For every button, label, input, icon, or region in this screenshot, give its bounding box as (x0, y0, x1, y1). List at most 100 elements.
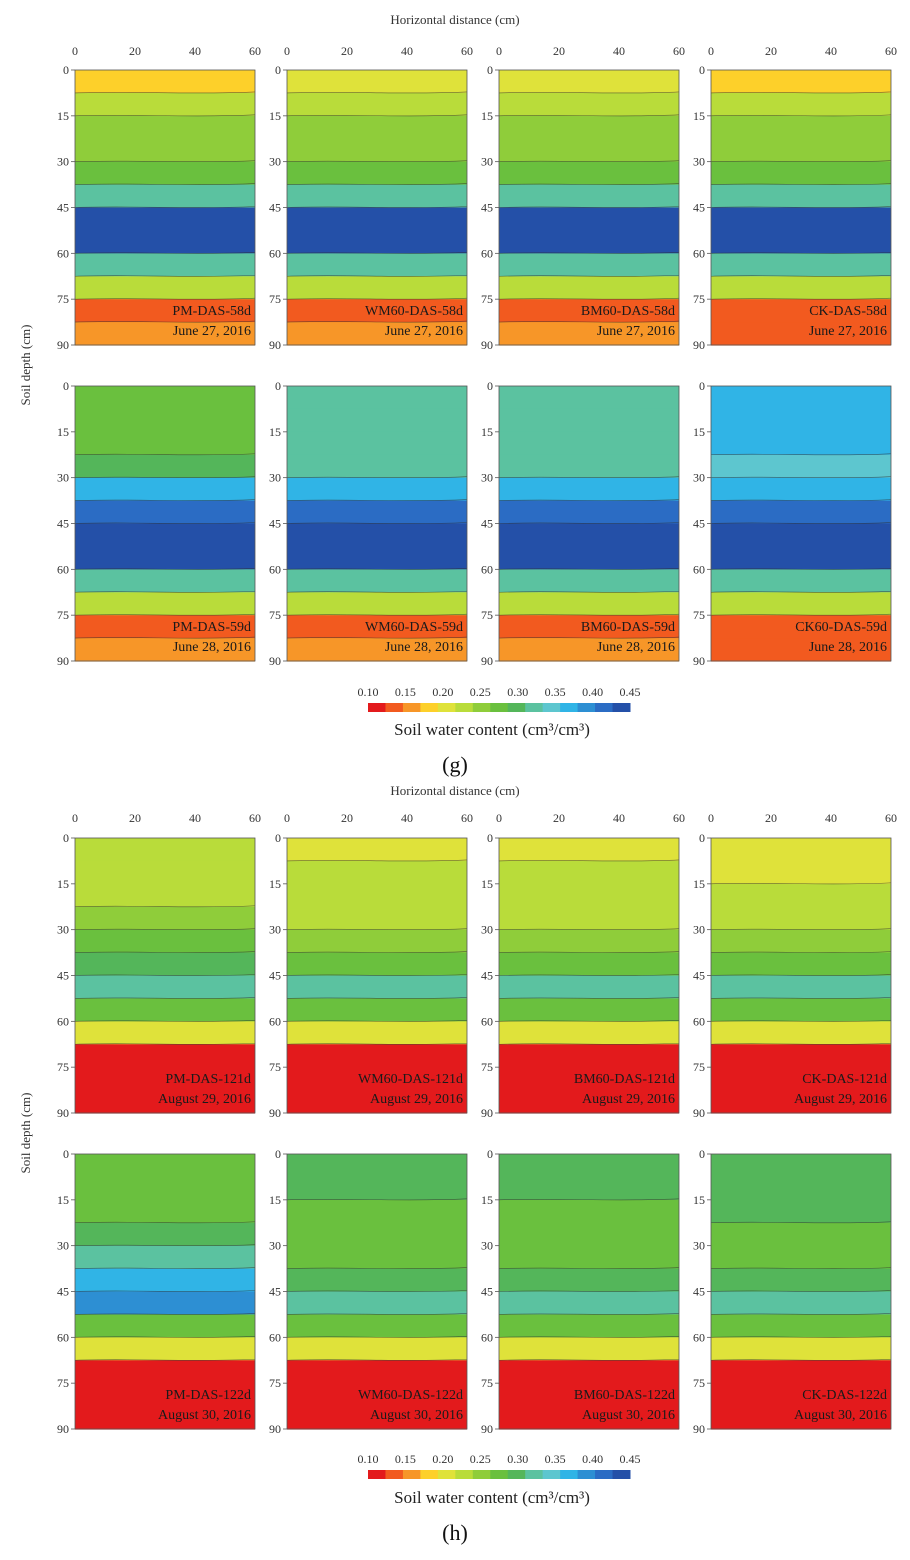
water-content-band (75, 615, 255, 639)
water-content-band (711, 161, 891, 186)
water-content-band (499, 1406, 679, 1430)
contour-line (710, 114, 892, 117)
contour-line (286, 320, 468, 323)
contour-line (710, 1042, 892, 1045)
contour-line (710, 1358, 892, 1361)
contour-panel: 0 15 30 45 60 75 90 BM60-DAS-121d August 29, 201… (481, 831, 680, 1120)
y-tick-label: 15 (57, 425, 69, 439)
x-tick-label: 40 (401, 44, 413, 58)
contour-line (710, 1267, 892, 1270)
water-content-band (287, 431, 467, 456)
contour-panel: 0 15 30 45 60 75 90 CK-DAS-121d August 29, 2016 (693, 831, 892, 1120)
water-content-band (287, 1291, 467, 1316)
colorbar-swatch (525, 1470, 544, 1479)
colorbar-swatch (577, 703, 596, 712)
y-tick-label: 75 (57, 1060, 69, 1074)
water-content-band (711, 1337, 891, 1361)
contour-line (710, 453, 892, 456)
contour-line (286, 1198, 468, 1201)
x-tick-label: 60 (673, 44, 685, 58)
water-content-band (499, 500, 679, 525)
contour-panel: 0 15 30 45 60 75 90 WM60-DAS-58d June 27, 2016 (269, 63, 468, 352)
contour-line (498, 636, 680, 639)
contour-line (710, 1221, 892, 1224)
y-tick-label: 75 (693, 292, 705, 306)
y-tick-label: 0 (699, 831, 705, 845)
water-content-band (287, 115, 467, 140)
water-content-band (75, 592, 255, 616)
water-content-band (75, 138, 255, 163)
y-tick-label: 30 (481, 155, 493, 169)
colorbar-tick-label: 0.45 (620, 1452, 641, 1466)
y-tick-label: 30 (693, 923, 705, 937)
panel-date-label: August 30, 2016 (370, 1408, 463, 1423)
y-tick-label: 90 (269, 1422, 281, 1436)
water-content-band (75, 1337, 255, 1361)
water-content-band (499, 1360, 679, 1384)
water-content-band (499, 322, 679, 346)
contour-line (498, 206, 680, 208)
water-content-band (499, 1268, 679, 1293)
water-content-band (287, 70, 467, 94)
contour-line (74, 1313, 256, 1315)
x-tick-label: 0 (72, 44, 78, 58)
contour-line (74, 1336, 256, 1338)
water-content-band (75, 1245, 255, 1270)
x-tick-label: 0 (708, 44, 714, 58)
y-tick-label: 15 (269, 425, 281, 439)
contour-panel: 0 15 30 45 60 75 90 CK-DAS-58d June 27, 2016 (693, 63, 892, 352)
y-tick-label: 30 (481, 1239, 493, 1253)
y-tick-label: 30 (481, 923, 493, 937)
y-tick-label: 0 (699, 1147, 705, 1161)
y-tick-label: 75 (57, 1376, 69, 1390)
contour-line (710, 1313, 892, 1315)
water-content-band (287, 998, 467, 1022)
water-content-band (75, 1154, 255, 1178)
contour-line (74, 1042, 256, 1045)
contour-line (498, 476, 680, 479)
y-tick-label: 90 (57, 1422, 69, 1436)
water-content-band (499, 92, 679, 117)
contour-line (286, 1020, 468, 1022)
water-content-band (711, 1021, 891, 1045)
contour-line (498, 499, 680, 502)
panel-date-label: August 30, 2016 (794, 1408, 887, 1423)
water-content-band (711, 1268, 891, 1293)
water-content-band (75, 276, 255, 300)
contour-line (286, 252, 468, 254)
water-content-band (75, 184, 255, 209)
y-axis-title: Soil depth (cm) (18, 1093, 33, 1174)
colorbar-tick-label: 0.15 (395, 1452, 416, 1466)
water-content-band (75, 115, 255, 140)
x-tick-label: 40 (613, 44, 625, 58)
water-content-band (75, 454, 255, 479)
panel-treatment-label: WM60-DAS-122d (358, 1388, 463, 1403)
water-content-band (499, 883, 679, 908)
contour-line (710, 297, 892, 300)
contour-line (710, 206, 892, 208)
contour-line (74, 613, 256, 616)
water-content-band (287, 322, 467, 346)
water-content-band (287, 615, 467, 639)
contour-line (286, 859, 468, 862)
y-tick-label: 0 (699, 63, 705, 77)
panel-date-label: June 27, 2016 (809, 324, 887, 339)
colorbar-title: Soil water content (cm³/cm³) (394, 720, 590, 739)
x-tick-label: 60 (885, 44, 897, 58)
y-tick-label: 60 (481, 1014, 493, 1028)
y-tick-label: 15 (481, 425, 493, 439)
contour-line (498, 1198, 680, 1201)
y-tick-label: 90 (481, 1106, 493, 1120)
y-tick-label: 75 (57, 608, 69, 622)
y-tick-label: 30 (57, 471, 69, 485)
x-tick-label: 60 (249, 811, 261, 825)
colorbar-tick-label: 0.35 (545, 1452, 566, 1466)
water-content-band (287, 454, 467, 479)
panel-date-label: August 29, 2016 (370, 1092, 463, 1107)
x-axis-title: Horizontal distance (cm) (390, 783, 519, 798)
water-content-band (287, 1199, 467, 1224)
colorbar-tick-label: 0.35 (545, 685, 566, 699)
contour-line (498, 997, 680, 999)
water-content-band (287, 546, 467, 570)
panel-date-label: August 30, 2016 (158, 1408, 251, 1423)
